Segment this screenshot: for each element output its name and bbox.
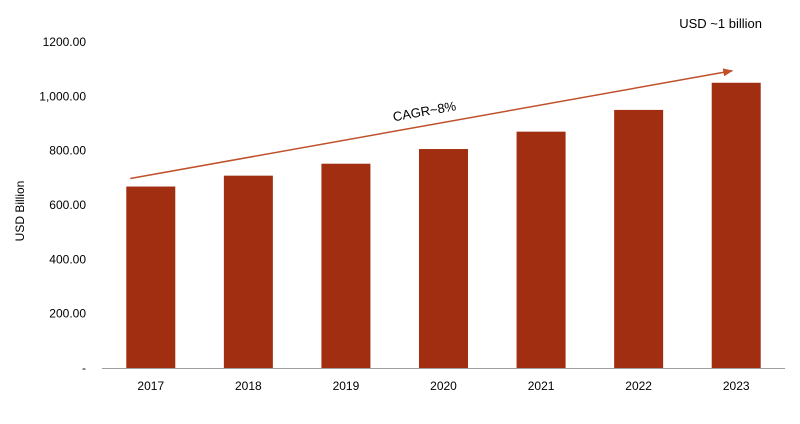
y-tick-label: 400.00 — [49, 252, 86, 266]
x-axis: 2017 2018 2019 2020 2021 2022 2023 — [137, 379, 749, 393]
bar-2017 — [126, 186, 176, 368]
x-tick-label: 2020 — [430, 379, 457, 393]
bar-2021 — [516, 131, 566, 368]
y-tick-label: - — [82, 361, 86, 375]
y-axis: - 200.00 400.00 600.00 800.00 1,000.00 1200.00 — [39, 35, 86, 375]
corner-annotation: USD ~1 billion — [679, 16, 762, 31]
y-tick-label: 600.00 — [49, 198, 86, 212]
x-tick-label: 2019 — [333, 379, 360, 393]
x-tick-label: 2021 — [528, 379, 555, 393]
x-tick-label: 2017 — [137, 379, 164, 393]
cagr-label: CAGR~8% — [392, 98, 458, 124]
y-tick-label: 800.00 — [49, 144, 86, 158]
bar-2018 — [223, 175, 273, 368]
bar-series — [126, 82, 761, 369]
y-axis-title: USD Billion — [13, 181, 27, 242]
x-tick-label: 2022 — [625, 379, 652, 393]
bar-2020 — [419, 149, 468, 368]
x-tick-label: 2018 — [235, 379, 262, 393]
y-tick-label: 200.00 — [49, 307, 86, 321]
bar-2023 — [711, 82, 761, 368]
cagr-trend-arrow — [130, 68, 734, 180]
x-tick-label: 2023 — [723, 379, 750, 393]
bar-2019 — [321, 163, 371, 368]
bar-2022 — [614, 109, 664, 369]
y-tick-label: 1200.00 — [43, 35, 87, 49]
y-tick-label: 1,000.00 — [39, 89, 86, 103]
